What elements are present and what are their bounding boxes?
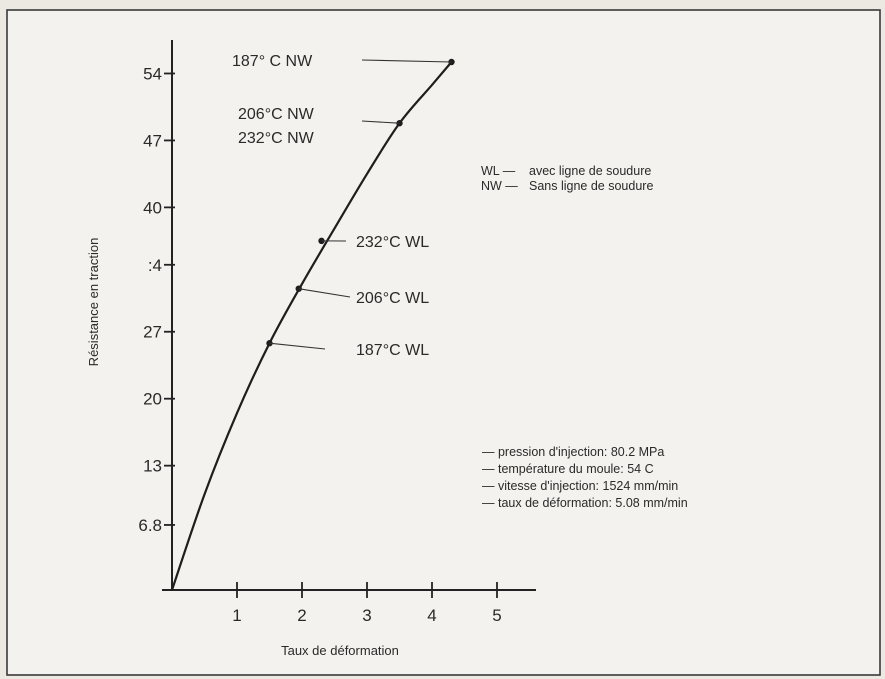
y-axis-label: Résistance en traction bbox=[86, 238, 101, 367]
figure-frame bbox=[6, 9, 881, 676]
axes bbox=[162, 40, 536, 591]
leader-line bbox=[298, 288, 351, 298]
conditions-list: — pression d'injection: 80.2 MPa — tempé… bbox=[482, 445, 688, 510]
data-point bbox=[266, 340, 273, 347]
leader-line bbox=[361, 120, 400, 124]
legend-abbr-nw: NW — bbox=[481, 179, 518, 193]
x-tick-label: 3 bbox=[362, 606, 371, 625]
condition-mold-temp: — température du moule: 54 C bbox=[482, 462, 654, 476]
legend-abbr-wl: WL — bbox=[481, 164, 516, 178]
leader-line bbox=[269, 342, 326, 350]
point-label: 206°C WL bbox=[356, 290, 429, 307]
legend-text-wl: avec ligne de soudure bbox=[529, 164, 651, 178]
series-line bbox=[170, 61, 453, 591]
y-tick-label: 54 bbox=[143, 64, 162, 83]
y-tick-label: 47 bbox=[143, 131, 162, 150]
point-annotations: 187°C WL 206°C WL 232°C WL 206°C NW 232°C NW… bbox=[232, 53, 452, 359]
y-tick-label: 13 bbox=[143, 457, 162, 476]
y-tick-label: 40 bbox=[143, 198, 162, 217]
legend-text-nw: Sans ligne de soudure bbox=[529, 179, 653, 193]
data-point bbox=[295, 285, 302, 292]
point-label: 187° C NW bbox=[232, 53, 313, 70]
y-ticks: 6.8 13 20 27 :4 40 47 54 bbox=[138, 64, 175, 535]
y-tick-label: 27 bbox=[143, 323, 162, 342]
y-tick-label: 20 bbox=[143, 390, 162, 409]
y-tick-label: 6.8 bbox=[138, 516, 162, 535]
condition-injection-speed: — vitesse d'injection: 1524 mm/min bbox=[482, 479, 678, 493]
point-label: 232°C NW bbox=[238, 130, 315, 147]
x-tick-label: 4 bbox=[427, 606, 436, 625]
x-ticks: 1 2 3 4 5 bbox=[232, 582, 502, 625]
x-tick-label: 5 bbox=[492, 606, 501, 625]
condition-pressure: — pression d'injection: 80.2 MPa bbox=[482, 445, 664, 459]
condition-strain-rate: — taux de déformation: 5.08 mm/min bbox=[482, 496, 688, 510]
point-label: 232°C WL bbox=[356, 234, 429, 251]
leader-line bbox=[361, 59, 452, 63]
x-tick-label: 1 bbox=[232, 606, 241, 625]
legend: WL — avec ligne de soudure NW — Sans lig… bbox=[481, 164, 653, 193]
x-tick-label: 2 bbox=[297, 606, 306, 625]
point-label: 187°C WL bbox=[356, 342, 429, 359]
x-axis-label: Taux de déformation bbox=[281, 643, 399, 658]
y-tick-label: :4 bbox=[148, 256, 162, 275]
point-label: 206°C NW bbox=[238, 106, 315, 123]
